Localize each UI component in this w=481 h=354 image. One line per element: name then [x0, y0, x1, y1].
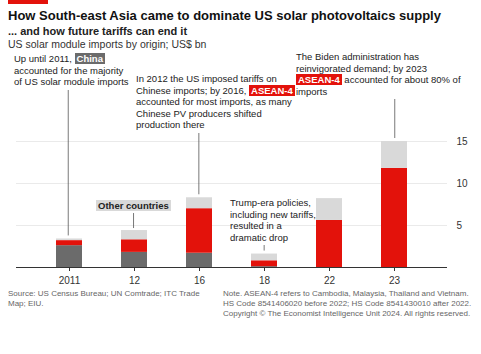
- html-text:How South-east Asia came to do: How South-east Asia came to dominate US …: [8, 8, 441, 23]
- html-text:Note. ASEAN-4 refers to Cambod: Note. ASEAN-4 refers to Cambodia, Malays…: [223, 289, 472, 308]
- svg-text:2011: 2011: [59, 275, 81, 286]
- svg-text:18: 18: [259, 275, 271, 286]
- html-text:Up until 2011, China: Up until 2011, China: [14, 53, 103, 64]
- html-text:... and how future tariffs can: ... and how future tariffs can end it: [8, 25, 188, 37]
- svg-text:16: 16: [194, 275, 206, 286]
- html-text:accounted for most imports, as: accounted for most imports, as many Chin…: [136, 96, 292, 130]
- html-text:Source: US Census Bureau; UN C: Source: US Census Bureau; UN Comtrade; I…: [8, 289, 200, 308]
- html-text:ASEAN-4 accounted for about 80: ASEAN-4 accounted for about 80% of impor…: [296, 74, 461, 97]
- html-text:Other countries: Other countries: [98, 200, 169, 211]
- html-text:US solar module imports by ori: US solar module imports by origin; US$ b…: [8, 38, 207, 50]
- svg-text:5: 5: [457, 220, 463, 231]
- html-text:Copyright © The Economist Inte: Copyright © The Economist Intelligence U…: [223, 309, 471, 318]
- svg-text:10: 10: [457, 178, 469, 189]
- svg-text:22: 22: [324, 275, 336, 286]
- svg-text:15: 15: [457, 136, 469, 147]
- html-text:accounted for the majority of: accounted for the majority of US solar m…: [14, 64, 129, 87]
- svg-text:23: 23: [389, 275, 401, 286]
- html-text:In 2012 the US imposed tariffs: In 2012 the US imposed tariffs on Chines…: [136, 73, 293, 96]
- html-text:The Biden administration has r: The Biden administration has reinvigorat…: [296, 51, 427, 74]
- svg-text:12: 12: [129, 275, 141, 286]
- html-text:Trump-era policies, including: Trump-era policies, including new tariff…: [230, 197, 316, 243]
